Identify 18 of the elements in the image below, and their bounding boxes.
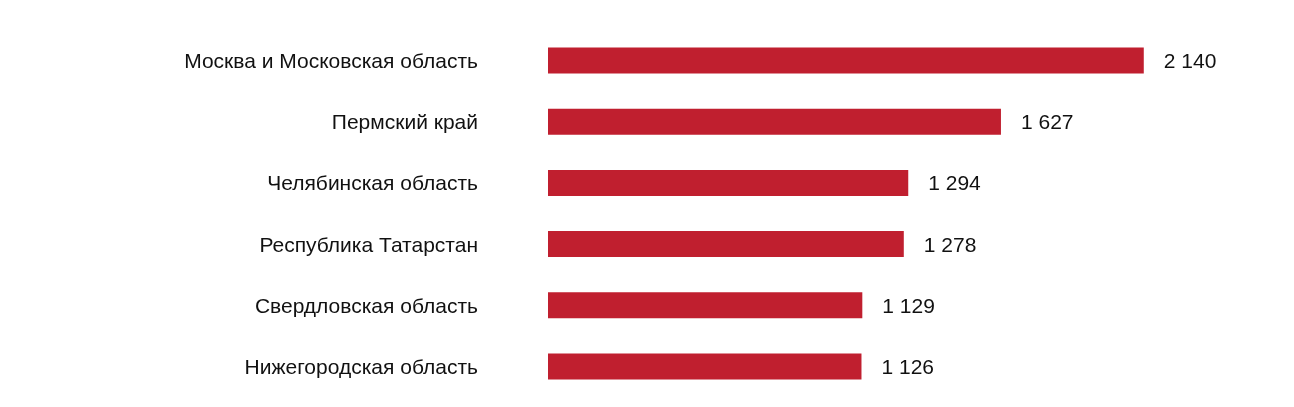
- data-label: 1 627: [1020, 110, 1074, 134]
- bar: [548, 169, 909, 196]
- bar: [548, 108, 1001, 135]
- bar: [548, 353, 862, 380]
- data-label: 1 294: [928, 171, 982, 195]
- data-label: 2 140: [1163, 49, 1217, 73]
- bar: [548, 47, 1144, 74]
- data-label: 1 129: [882, 293, 935, 317]
- y-tick-label: Москва и Московская область: [184, 49, 479, 73]
- data-label: 1 126: [881, 354, 935, 378]
- y-tick-label: Свердловская область: [254, 293, 479, 317]
- y-tick-label: Республика Татарстан: [259, 232, 478, 256]
- y-tick-label: Пермский край: [331, 110, 478, 134]
- bar: [548, 292, 863, 319]
- data-label: 1 278: [923, 232, 977, 256]
- y-tick-label: Нижегородская область: [244, 354, 479, 378]
- bar: [548, 231, 904, 258]
- y-tick-label: Челябинская область: [267, 171, 479, 195]
